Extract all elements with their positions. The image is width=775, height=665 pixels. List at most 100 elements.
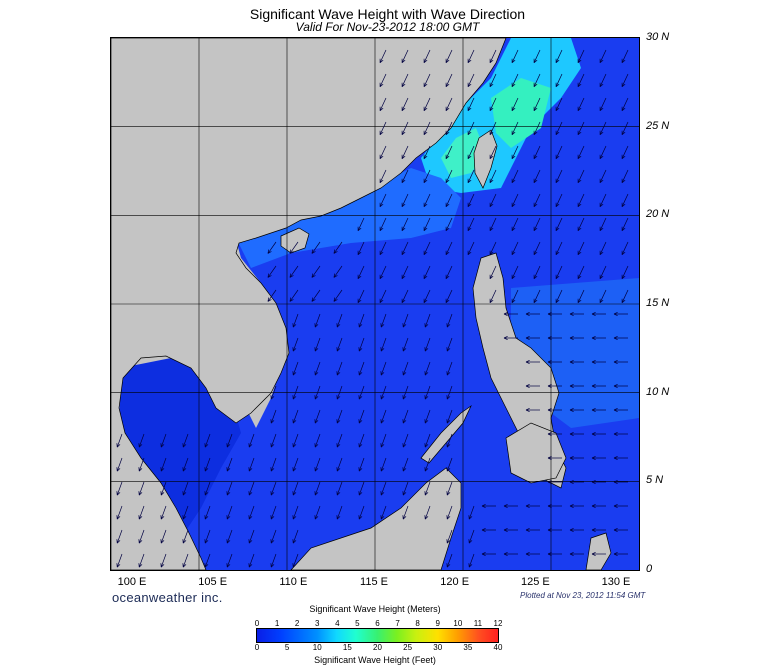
wave-arrow bbox=[314, 505, 321, 520]
wave-arrow bbox=[599, 49, 607, 63]
wave-arrow bbox=[423, 97, 431, 111]
wave-arrow bbox=[204, 433, 211, 448]
wave-arrow bbox=[423, 73, 431, 87]
wave-arrow bbox=[379, 121, 387, 135]
legend-meters-tick: 9 bbox=[435, 619, 440, 628]
wave-arrow bbox=[314, 337, 321, 352]
wave-arrow bbox=[333, 241, 343, 254]
wave-arrow bbox=[423, 145, 431, 159]
wave-arrow bbox=[292, 337, 299, 352]
wave-arrow bbox=[503, 527, 518, 533]
map-subtitle: Valid For Nov-23-2012 18:00 GMT bbox=[295, 20, 480, 34]
latitude-label: 5 N bbox=[646, 474, 664, 487]
wave-arrow bbox=[591, 383, 606, 389]
wave-arrow bbox=[292, 553, 299, 568]
legend-meters-tick: 3 bbox=[315, 619, 320, 628]
wave-arrow bbox=[511, 97, 519, 111]
latitude-label: 25 N bbox=[646, 119, 670, 132]
wave-arrow bbox=[314, 385, 321, 400]
legend-feet-tick: 35 bbox=[463, 643, 473, 652]
wave-arrow bbox=[292, 457, 299, 472]
wave-arrow bbox=[267, 265, 277, 278]
wave-arrow bbox=[424, 457, 431, 472]
wave-arrow bbox=[424, 433, 431, 448]
wave-arrow bbox=[226, 553, 233, 568]
wave-arrow bbox=[621, 169, 629, 183]
legend-feet-tick: 15 bbox=[342, 643, 352, 652]
wave-arrow bbox=[289, 265, 299, 278]
wave-arrow bbox=[503, 311, 518, 317]
wave-arrow bbox=[525, 383, 540, 389]
wave-arrow bbox=[613, 479, 628, 485]
wave-arrow bbox=[402, 505, 409, 520]
wave-arrow bbox=[333, 265, 343, 278]
wave-arrow bbox=[401, 241, 409, 255]
wave-arrow bbox=[467, 169, 475, 183]
wave-arrow bbox=[204, 481, 211, 496]
wave-arrow bbox=[547, 503, 562, 509]
wave-arrow bbox=[248, 553, 255, 568]
wave-arrow bbox=[533, 289, 541, 303]
wave-arrow bbox=[555, 217, 563, 231]
wave-arrow bbox=[226, 433, 233, 448]
wave-arrow bbox=[446, 337, 453, 352]
wave-arrow bbox=[423, 169, 431, 183]
longitude-label: 100 E bbox=[117, 576, 147, 588]
wave-arrow bbox=[358, 361, 365, 376]
wave-arrow bbox=[401, 97, 409, 111]
wave-arrow bbox=[357, 241, 365, 255]
wave-arrow bbox=[358, 385, 365, 400]
wave-arrow bbox=[423, 193, 431, 207]
land-borneo bbox=[290, 467, 462, 570]
wave-arrow bbox=[577, 217, 585, 231]
wave-arrow bbox=[467, 73, 475, 87]
wave-arrow bbox=[424, 337, 431, 352]
wave-arrow bbox=[402, 385, 409, 400]
wave-arrow bbox=[226, 529, 233, 544]
wave-arrow bbox=[445, 97, 453, 111]
wave-arrow bbox=[511, 241, 519, 255]
wave-arrow bbox=[116, 457, 123, 472]
wave-arrow bbox=[533, 145, 541, 159]
wave-arrow bbox=[591, 527, 606, 533]
wave-arrow bbox=[489, 145, 497, 159]
wave-arrow bbox=[270, 457, 277, 472]
wave-arrow bbox=[525, 407, 540, 413]
wave-arrow bbox=[613, 503, 628, 509]
wave-arrow bbox=[116, 553, 123, 568]
wave-arrow bbox=[446, 553, 453, 568]
wave-arrow bbox=[402, 361, 409, 376]
wave-arrow bbox=[525, 359, 540, 365]
wave-arrow bbox=[467, 97, 475, 111]
wave-arrow bbox=[547, 551, 562, 557]
land-hainan bbox=[280, 227, 310, 254]
wave-arrow bbox=[533, 265, 541, 279]
wave-arrow bbox=[267, 289, 277, 302]
wave-arrow bbox=[379, 217, 387, 231]
wave-arrow bbox=[401, 121, 409, 135]
wave-arrow bbox=[613, 407, 628, 413]
wave-arrow bbox=[555, 241, 563, 255]
wave-arrow bbox=[446, 505, 453, 520]
wave-arrow bbox=[138, 529, 145, 544]
wave-arrow bbox=[423, 121, 431, 135]
wave-arrow bbox=[445, 49, 453, 63]
wave-arrow bbox=[555, 193, 563, 207]
wave-arrow bbox=[314, 361, 321, 376]
wave-arrow bbox=[204, 553, 211, 568]
wave-arrow bbox=[204, 457, 211, 472]
wave-arrow bbox=[336, 409, 343, 424]
wave-arrow bbox=[467, 145, 475, 159]
wave-arrow bbox=[445, 217, 453, 231]
wave-arrow bbox=[380, 433, 387, 448]
wave-arrow bbox=[468, 505, 475, 520]
wave-arrow bbox=[116, 529, 123, 544]
wave-arrow bbox=[591, 407, 606, 413]
wave-arrow bbox=[446, 433, 453, 448]
wave-arrow bbox=[613, 455, 628, 461]
wave-arrow bbox=[555, 289, 563, 303]
legend-meters-tick: 2 bbox=[294, 619, 300, 628]
wave-arrow bbox=[182, 553, 189, 568]
wave-arrow bbox=[445, 265, 453, 279]
wave-arrow bbox=[336, 361, 343, 376]
